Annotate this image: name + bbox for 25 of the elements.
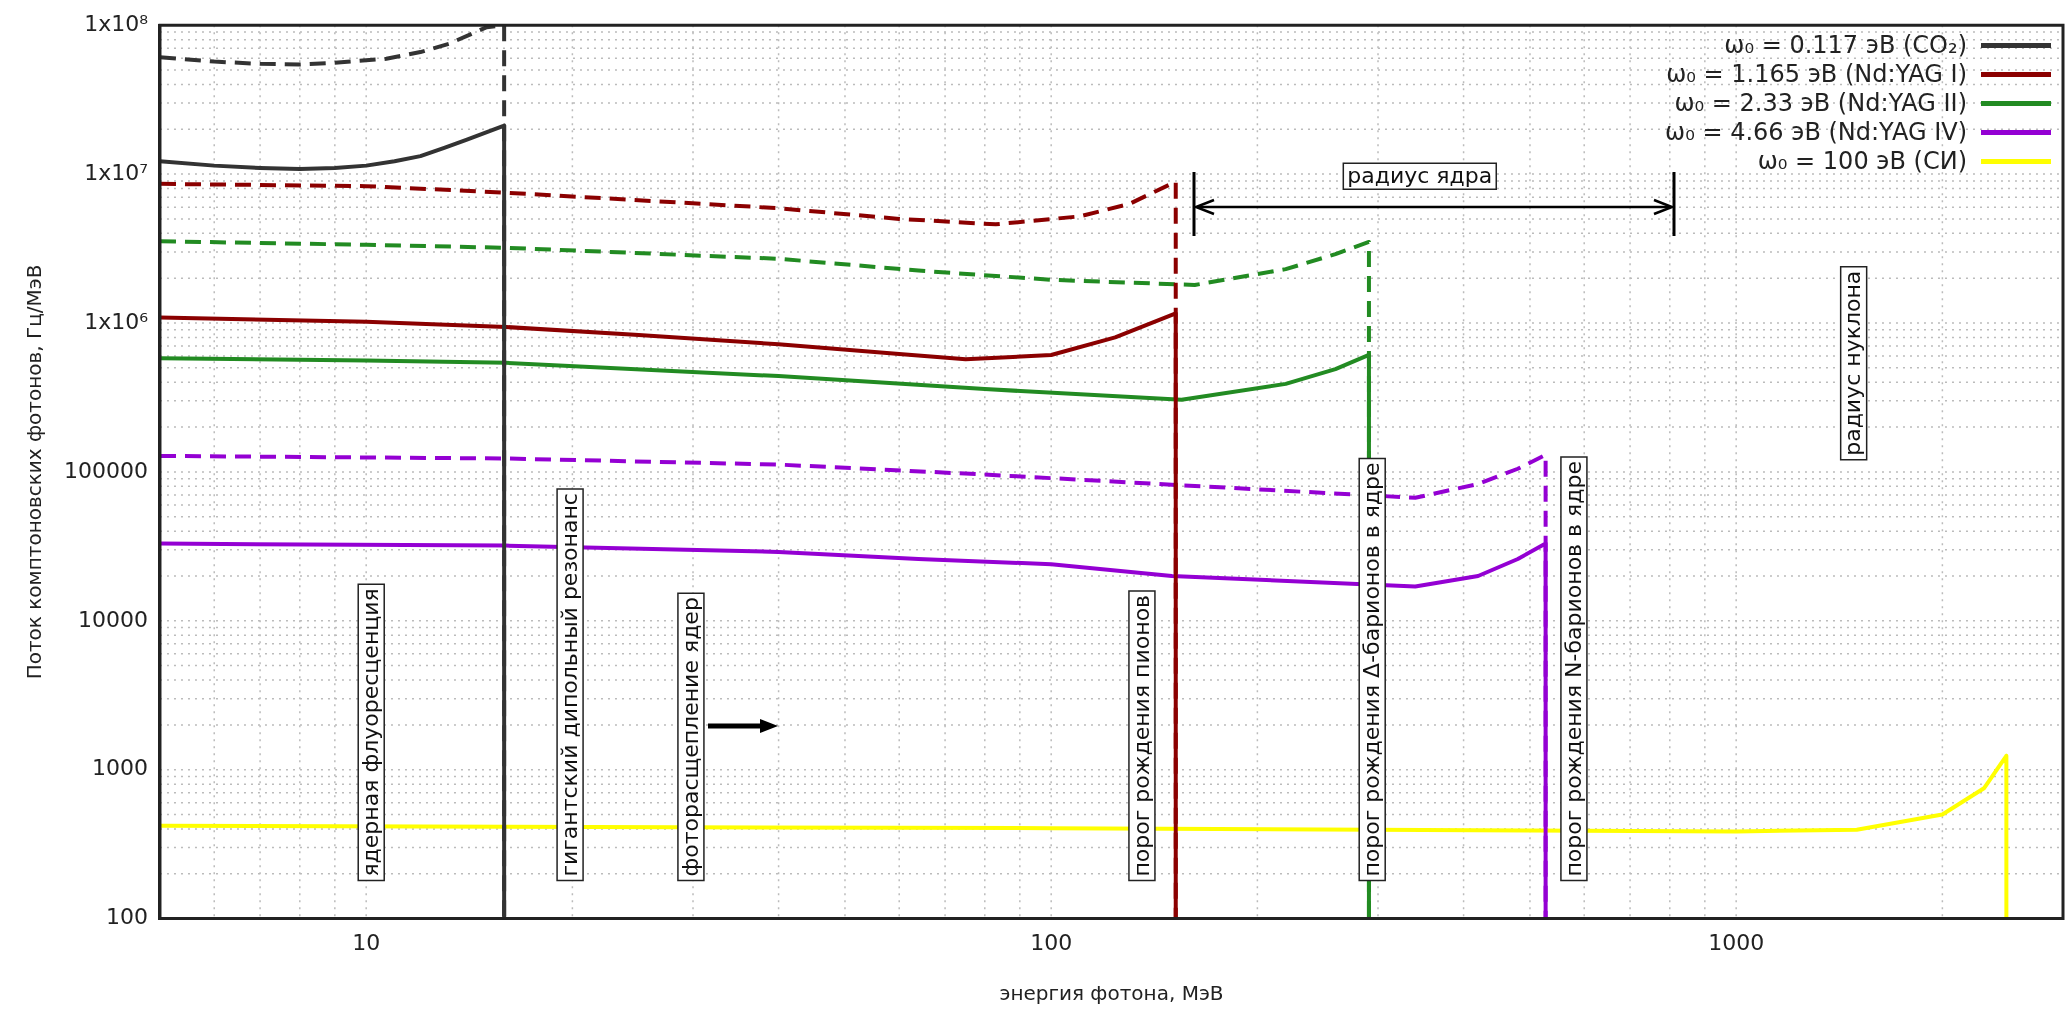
annotation: гигантский дипольный резонанс	[556, 493, 582, 877]
y-tick-label: 1x10⁸	[84, 10, 149, 36]
annotation: радиус ядра	[1347, 162, 1493, 188]
y-tick-label: 10000	[77, 606, 148, 632]
annotation: порог рождения пионов	[1128, 594, 1154, 877]
annotation: фоторасщепление ядер	[677, 597, 703, 877]
y-tick-label: 1000	[91, 755, 148, 781]
y-axis-title: Поток комптоновских фотонов, Гц/МэВ	[22, 264, 47, 680]
annotation: порог рождения Δ-барионов в ядре	[1358, 462, 1384, 877]
annotation: радиус нуклона	[1840, 270, 1866, 456]
legend-label: ω₀ = 0.117 эВ (CO₂)	[1724, 31, 1967, 61]
annotation: ядерная флуоресценция	[357, 588, 383, 877]
legend-label: ω₀ = 4.66 эВ (Nd:YAG IV)	[1665, 118, 1967, 148]
legend-label: ω₀ = 1.165 эВ (Nd:YAG I)	[1666, 60, 1967, 90]
x-axis-title: энергия фотона, МэВ	[999, 981, 1224, 1006]
x-tick-label: 1000	[1708, 929, 1765, 955]
y-tick-label: 1x10⁶	[84, 308, 149, 334]
y-tick-label: 100	[105, 904, 148, 930]
x-tick-label: 10	[352, 929, 381, 955]
legend-label: ω₀ = 2.33 эВ (Nd:YAG II)	[1674, 89, 1967, 119]
y-tick-label: 1x10⁷	[84, 159, 148, 185]
y-tick-label: 100000	[64, 457, 148, 483]
x-tick-label: 100	[1030, 929, 1073, 955]
annotation: порог рождения N-барионов в ядре	[1560, 461, 1586, 877]
legend-label: ω₀ = 100 эВ (СИ)	[1757, 147, 1967, 177]
